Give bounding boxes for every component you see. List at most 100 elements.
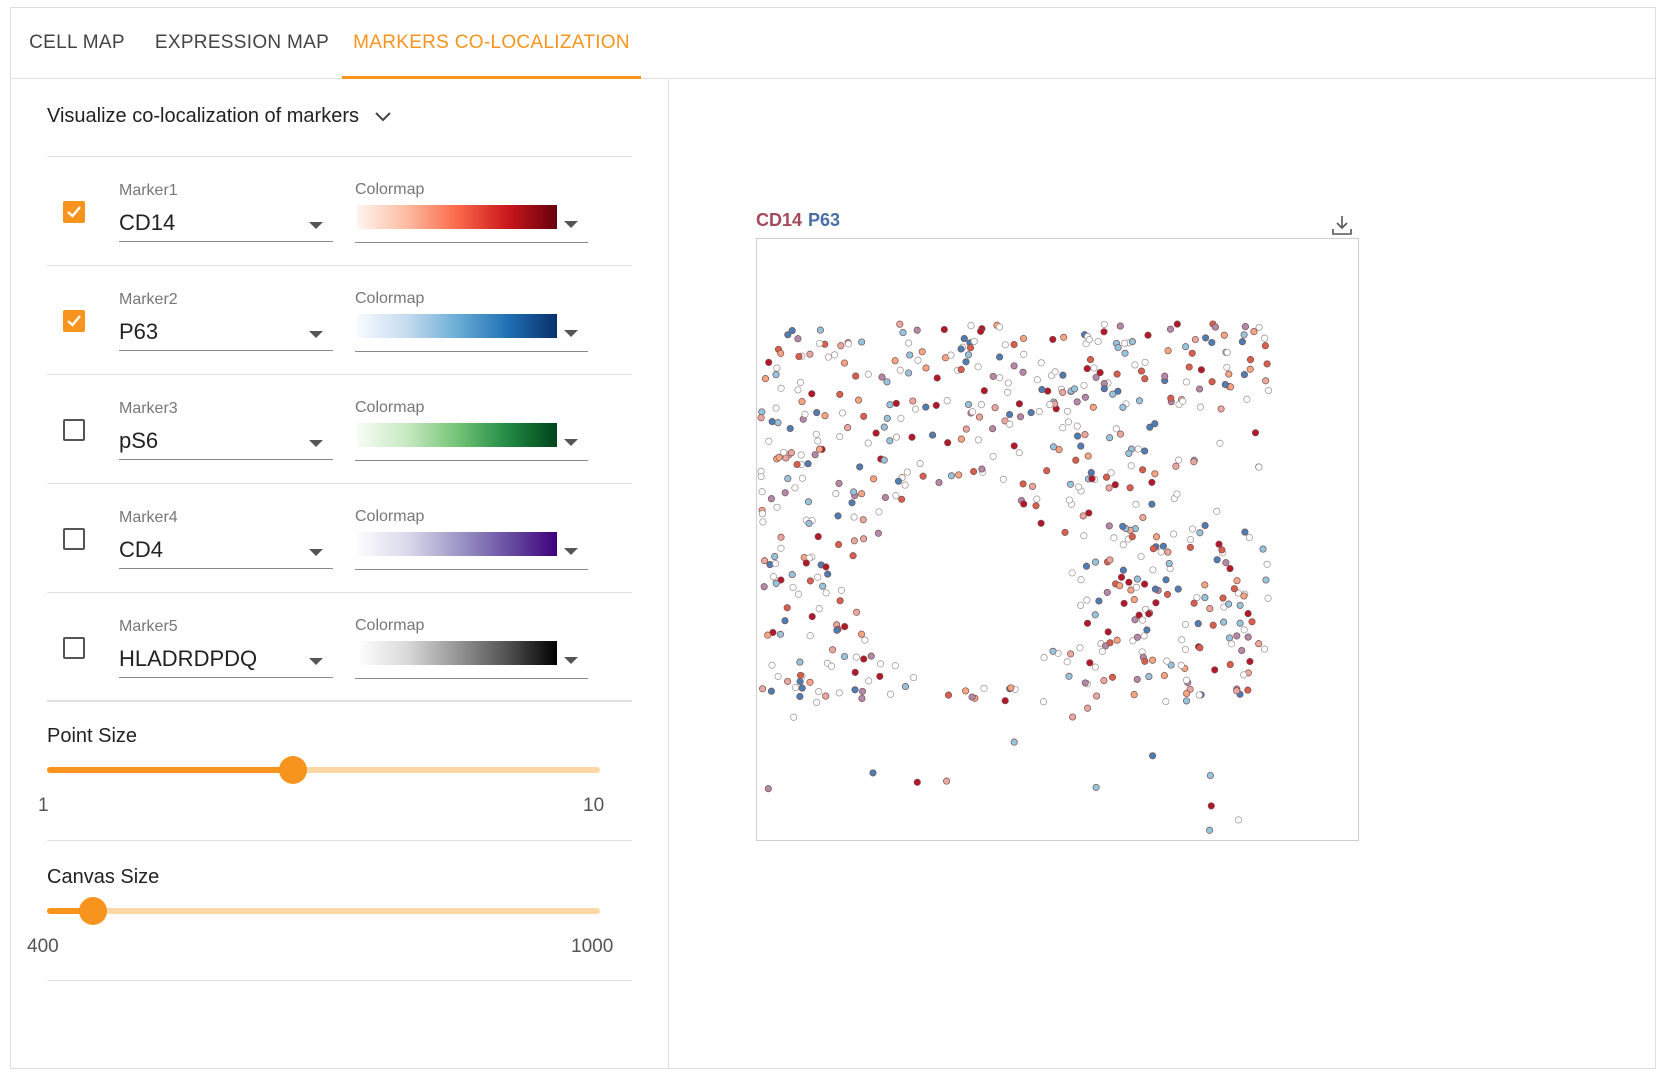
point-size-slider-thumb[interactable] bbox=[278, 756, 307, 784]
canvas-size-max-label: 1000 bbox=[571, 936, 614, 957]
cell-point bbox=[1172, 462, 1180, 470]
cell-point bbox=[1137, 552, 1145, 561]
canvas-size-slider[interactable] bbox=[47, 897, 600, 925]
cell-point bbox=[1255, 323, 1263, 331]
cell-point bbox=[793, 460, 801, 469]
cell-point bbox=[1207, 802, 1215, 810]
cell-point bbox=[955, 471, 963, 479]
panel-header[interactable]: Visualize co-localization of markers bbox=[47, 105, 393, 128]
cell-point bbox=[1113, 636, 1121, 644]
cell-point bbox=[1220, 331, 1228, 339]
colormap-select[interactable] bbox=[355, 308, 588, 352]
cell-point bbox=[761, 375, 770, 383]
cell-point bbox=[1135, 397, 1144, 405]
cell-point bbox=[764, 631, 772, 639]
cell-point bbox=[1059, 424, 1067, 432]
cell-point bbox=[1263, 560, 1271, 568]
cell-point bbox=[1114, 343, 1122, 352]
cell-point bbox=[760, 583, 768, 591]
point-size-slider[interactable] bbox=[47, 756, 600, 784]
cell-point bbox=[1173, 490, 1181, 498]
cell-point bbox=[978, 465, 986, 473]
cell-point bbox=[891, 357, 899, 365]
marker-select[interactable]: HLADRDPDQ bbox=[119, 638, 333, 678]
cell-point bbox=[1020, 500, 1028, 508]
cell-point bbox=[828, 662, 836, 670]
cell-point bbox=[775, 453, 783, 461]
cell-point bbox=[1133, 633, 1141, 641]
cell-point bbox=[1167, 661, 1175, 669]
cell-point bbox=[1106, 434, 1114, 442]
cell-point bbox=[776, 630, 784, 638]
colormap-select[interactable] bbox=[355, 417, 588, 461]
canvas-size-slider-thumb[interactable] bbox=[79, 897, 108, 925]
tab-expression-map[interactable]: EXPRESSION MAP bbox=[154, 32, 330, 53]
cell-point bbox=[892, 492, 900, 500]
cell-point bbox=[1120, 599, 1128, 607]
cell-point bbox=[784, 677, 792, 685]
cell-point bbox=[1196, 403, 1204, 411]
cell-point bbox=[1019, 334, 1028, 343]
marker-select-value: CD4 bbox=[119, 537, 164, 562]
cell-point bbox=[838, 409, 847, 417]
cell-point bbox=[975, 413, 984, 421]
cell-point bbox=[860, 412, 868, 420]
canvas-size-min-label: 400 bbox=[27, 936, 59, 957]
cell-point bbox=[816, 326, 824, 334]
marker-checkbox[interactable] bbox=[63, 637, 85, 659]
tab-cell-map[interactable]: CELL MAP bbox=[29, 32, 125, 53]
marker-checkbox[interactable] bbox=[63, 201, 85, 223]
cell-point bbox=[850, 513, 858, 521]
cell-point bbox=[1233, 687, 1241, 695]
cell-point bbox=[957, 435, 965, 443]
cell-point bbox=[1165, 559, 1173, 568]
cell-point bbox=[1233, 632, 1241, 640]
colormap-select[interactable] bbox=[355, 199, 588, 243]
cell-point bbox=[1133, 575, 1141, 583]
cell-point bbox=[905, 369, 913, 377]
cell-point bbox=[914, 356, 922, 364]
cell-point bbox=[844, 340, 853, 348]
cell-point bbox=[1111, 481, 1119, 489]
cell-point bbox=[806, 678, 814, 686]
tab-markers-co-localization[interactable]: MARKERS CO-LOCALIZATION bbox=[342, 8, 641, 79]
cell-point bbox=[1226, 565, 1234, 573]
cell-point bbox=[1152, 533, 1161, 541]
marker-select[interactable]: CD14 bbox=[119, 202, 333, 242]
cell-point bbox=[1037, 359, 1045, 367]
cell-point bbox=[1121, 349, 1129, 357]
marker-select[interactable]: CD4 bbox=[119, 529, 333, 569]
cell-point bbox=[1061, 528, 1069, 536]
cell-point bbox=[897, 414, 905, 422]
marker-select[interactable]: P63 bbox=[119, 311, 333, 351]
cell-point bbox=[1085, 509, 1093, 517]
cell-point bbox=[1149, 566, 1157, 574]
cell-point bbox=[1059, 371, 1067, 379]
cell-point bbox=[815, 688, 823, 696]
canvas-size-slider-fill bbox=[47, 908, 94, 914]
cell-point bbox=[1206, 605, 1214, 613]
cell-point bbox=[870, 475, 878, 483]
cell-point bbox=[1197, 366, 1205, 374]
cell-point bbox=[1187, 535, 1195, 544]
colormap-select[interactable] bbox=[355, 526, 588, 570]
cell-point bbox=[1035, 408, 1043, 416]
cell-point bbox=[816, 445, 824, 453]
cell-point bbox=[1082, 562, 1091, 570]
marker-checkbox[interactable] bbox=[63, 310, 85, 332]
cell-point bbox=[1255, 640, 1263, 648]
cell-point bbox=[829, 646, 837, 654]
divider bbox=[47, 592, 632, 593]
cell-point bbox=[769, 573, 777, 581]
cell-point bbox=[883, 414, 891, 422]
cell-point bbox=[1100, 320, 1108, 328]
marker-select[interactable]: pS6 bbox=[119, 420, 333, 460]
marker-checkbox[interactable] bbox=[63, 528, 85, 550]
colormap-select[interactable] bbox=[355, 635, 588, 679]
scatter-plot[interactable] bbox=[756, 238, 1359, 841]
marker-checkbox[interactable] bbox=[63, 419, 85, 441]
download-icon[interactable] bbox=[1331, 214, 1353, 236]
cell-point bbox=[922, 364, 930, 372]
cell-point bbox=[835, 479, 843, 487]
legend-marker1: CD14 bbox=[756, 210, 803, 230]
